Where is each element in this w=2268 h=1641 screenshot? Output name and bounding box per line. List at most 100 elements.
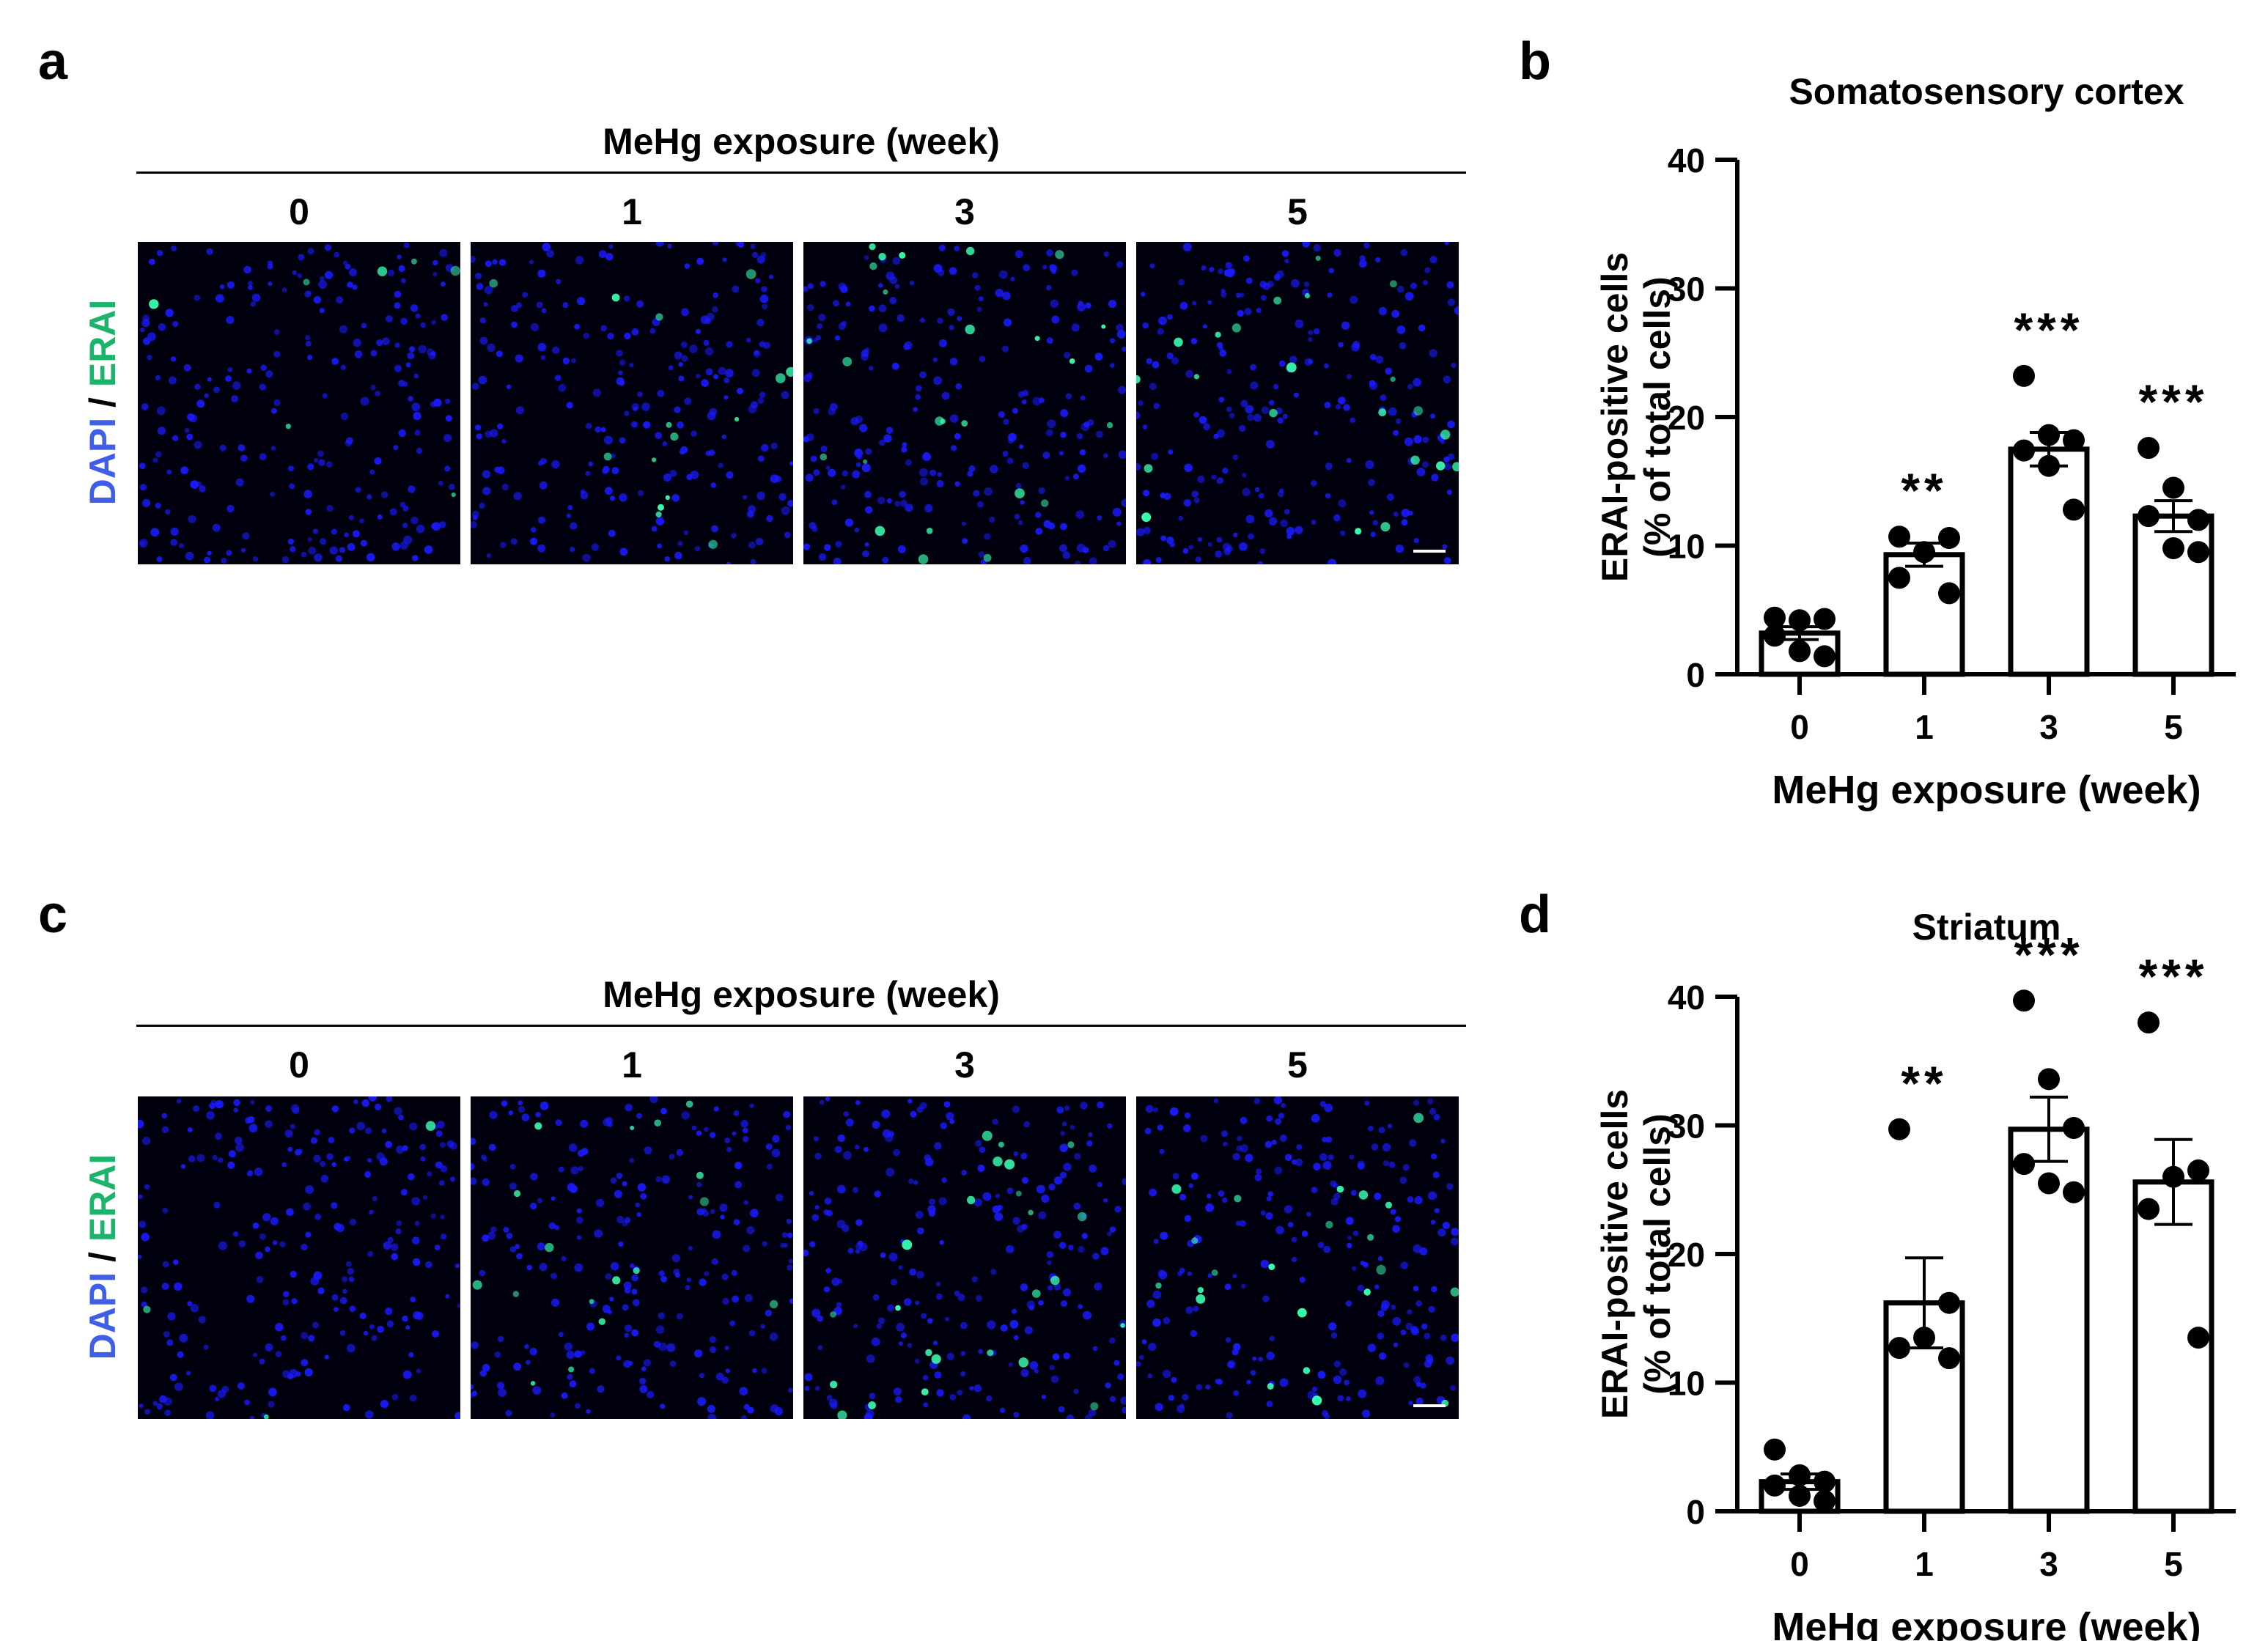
data-point — [1814, 1489, 1836, 1512]
nucleus-dot — [1151, 452, 1159, 460]
nucleus-dot — [1178, 515, 1183, 521]
nucleus-dot — [1166, 352, 1174, 360]
nucleus-dot — [1278, 360, 1286, 367]
nucleus-dot — [696, 328, 701, 334]
nucleus-dot — [252, 1352, 257, 1357]
nucleus-dot — [1352, 1266, 1357, 1271]
nucleus-dot — [419, 1143, 426, 1151]
micrograph-background — [803, 242, 1126, 564]
nucleus-dot — [819, 1099, 825, 1105]
nucleus-dot — [864, 490, 872, 498]
nucleus-dot — [402, 1370, 412, 1379]
nucleus-dot — [482, 1178, 490, 1187]
nucleus-dot — [709, 1336, 716, 1343]
y-tick-label: 40 — [1668, 141, 1705, 180]
nucleus-dot — [765, 1143, 773, 1151]
significance-label: *** — [2014, 927, 2083, 981]
nucleus-dot — [853, 1324, 858, 1329]
nucleus-dot — [1113, 1360, 1120, 1366]
nucleus-dot — [1063, 1352, 1070, 1360]
nucleus-dot — [1073, 1388, 1079, 1395]
nucleus-dot — [529, 259, 534, 265]
nucleus-dot — [305, 1185, 314, 1194]
nucleus-dot — [813, 338, 818, 343]
nucleus-dot — [1339, 1368, 1347, 1376]
image-panel-header: MeHg exposure (week) — [603, 121, 1000, 162]
nucleus-dot — [221, 557, 227, 564]
erai-signal-dot — [1413, 1113, 1424, 1124]
nucleus-dot — [150, 528, 160, 537]
nucleus-dot — [1444, 242, 1449, 246]
nucleus-dot — [530, 1173, 538, 1181]
nucleus-dot — [570, 547, 575, 553]
nucleus-dot — [479, 1269, 486, 1277]
nucleus-dot — [763, 342, 770, 349]
nucleus-dot — [169, 1373, 177, 1382]
nucleus-dot — [1237, 1135, 1242, 1142]
nucleus-dot — [649, 328, 656, 334]
y-axis-label-line2: (% of total cells) — [1637, 276, 1678, 557]
nucleus-dot — [375, 1103, 382, 1110]
erai-signal-dot — [1234, 1195, 1242, 1203]
nucleus-dot — [788, 1387, 793, 1393]
nucleus-dot — [482, 1363, 490, 1372]
nucleus-dot — [518, 1100, 523, 1106]
nucleus-dot — [995, 1193, 1001, 1198]
nucleus-dot — [607, 1310, 612, 1315]
nucleus-dot — [1372, 520, 1378, 526]
nucleus-dot — [661, 1175, 671, 1184]
nucleus-dot — [973, 1384, 982, 1393]
nucleus-dot — [1240, 399, 1248, 408]
nucleus-dot — [696, 1130, 702, 1136]
nucleus-dot — [215, 1100, 224, 1109]
nucleus-dot — [694, 545, 701, 552]
nucleus-dot — [946, 1112, 954, 1121]
nucleus-dot — [877, 496, 886, 504]
nucleus-dot — [640, 1192, 647, 1200]
nucleus-dot — [141, 1286, 148, 1294]
nucleus-dot — [740, 1415, 748, 1419]
nucleus-dot — [301, 1244, 308, 1251]
nucleus-dot — [265, 1105, 273, 1112]
nucleus-dot — [1306, 1212, 1311, 1217]
nucleus-dot — [1451, 362, 1457, 369]
data-point — [2013, 989, 2035, 1012]
nucleus-dot — [674, 406, 681, 413]
nucleus-dot — [725, 1368, 730, 1373]
nucleus-dot — [440, 1214, 445, 1220]
nucleus-dot — [1159, 1148, 1165, 1154]
nucleus-dot — [636, 300, 644, 308]
nucleus-dot — [567, 1373, 573, 1380]
significance-label: *** — [2014, 303, 2083, 357]
nucleus-dot — [305, 1231, 312, 1238]
nucleus-dot — [818, 314, 826, 322]
data-point — [1764, 624, 1786, 647]
nucleus-dot — [725, 369, 734, 378]
erai-signal-dot — [993, 1157, 1003, 1167]
nucleus-dot — [909, 1268, 917, 1276]
nucleus-dot — [187, 1301, 193, 1307]
nucleus-dot — [892, 257, 900, 265]
nucleus-dot — [660, 1404, 666, 1409]
nucleus-dot — [576, 1208, 582, 1214]
y-tick-label: 30 — [1668, 1107, 1705, 1146]
nucleus-dot — [1308, 330, 1314, 336]
y-axis-label-line2: (% of total cells) — [1637, 1113, 1678, 1394]
nucleus-dot — [824, 544, 831, 551]
nucleus-dot — [1226, 1412, 1233, 1419]
nucleus-dot — [1374, 1192, 1382, 1201]
nucleus-dot — [484, 285, 493, 295]
nucleus-dot — [1171, 357, 1179, 365]
nucleus-dot — [686, 1277, 691, 1283]
nucleus-dot — [490, 1226, 497, 1233]
nucleus-dot — [878, 323, 888, 333]
nucleus-dot — [1240, 1144, 1248, 1153]
nucleus-dot — [190, 480, 199, 489]
nucleus-dot — [676, 1148, 683, 1157]
nucleus-dot — [865, 506, 873, 514]
nucleus-dot — [1308, 358, 1314, 364]
nucleus-dot — [939, 1240, 944, 1245]
nucleus-dot — [895, 1395, 902, 1404]
erai-signal-dot — [820, 453, 828, 461]
micrograph — [1136, 1096, 1459, 1419]
